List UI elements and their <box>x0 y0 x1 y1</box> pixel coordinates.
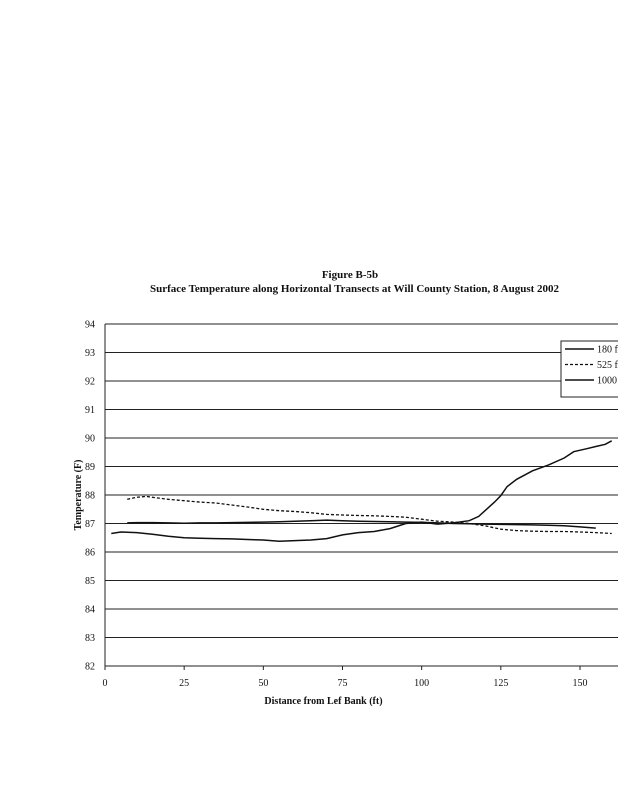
y-tick-label: 86 <box>85 548 95 559</box>
y-tick-label: 90 <box>85 434 95 445</box>
x-axis-label: Distance from Lef Bank (ft) <box>264 696 382 707</box>
y-tick-label: 84 <box>85 605 95 616</box>
x-tick-label: 25 <box>179 678 189 689</box>
legend-label: 1000 ft <box>597 376 618 387</box>
y-tick-label: 87 <box>85 519 95 530</box>
y-tick-label: 83 <box>85 633 95 644</box>
legend: 180 ft 525 ft 1000 ft <box>560 340 618 398</box>
y-tick-label: 94 <box>85 320 95 331</box>
y-tick-label: 85 <box>85 576 95 587</box>
y-tick-label: 89 <box>85 462 95 473</box>
legend-label: 525 ft <box>597 360 618 371</box>
legend-box <box>560 340 618 398</box>
legend-label: 180 ft <box>597 345 618 356</box>
series-line-1 <box>111 440 613 542</box>
x-tick-label: 50 <box>258 678 268 689</box>
x-tick-label: 75 <box>338 678 348 689</box>
y-tick-labels: 82 83 84 85 86 87 88 89 90 91 92 93 94 <box>85 320 95 673</box>
series-line-2 <box>127 495 612 535</box>
series-lines <box>111 440 613 542</box>
y-tick-label: 93 <box>85 348 95 359</box>
series-line-3 <box>127 519 596 529</box>
y-tick-label: 92 <box>85 377 95 388</box>
y-tick-label: 91 <box>85 405 95 416</box>
plot-frame <box>104 324 618 670</box>
x-tick-label: 150 <box>573 678 588 689</box>
figure-titles: Figure B-5b Surface Temperature along Ho… <box>150 268 560 296</box>
x-tick-label: 125 <box>493 678 508 689</box>
y-tick-label: 82 <box>85 662 95 673</box>
x-tick-label: 100 <box>414 678 429 689</box>
gridlines <box>105 323 618 667</box>
y-axis-label: Temperature (F) <box>73 460 84 531</box>
x-tick-label: 0 <box>103 678 108 689</box>
chart-title: Surface Temperature along Horizontal Tra… <box>150 283 560 295</box>
figure-label: Figure B-5b <box>321 269 379 281</box>
x-tick-labels: 0 25 50 75 100 125 150 <box>103 678 588 689</box>
y-tick-label: 88 <box>85 491 95 502</box>
